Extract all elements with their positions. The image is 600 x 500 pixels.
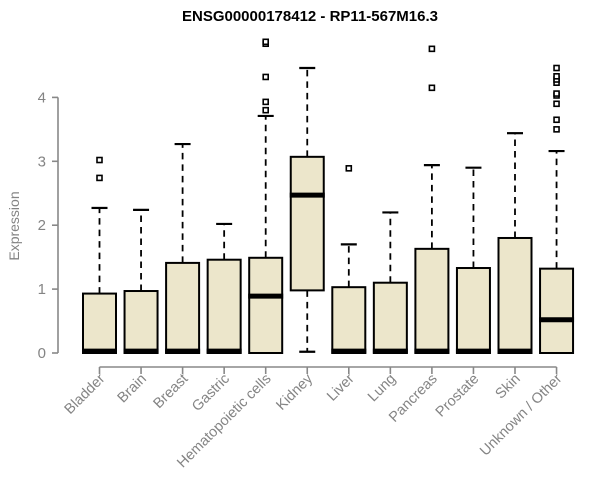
box-lung [372, 281, 408, 354]
y-tick-label: 3 [38, 153, 46, 170]
outlier-point-pancreas [428, 84, 436, 92]
box-unknown-other [539, 267, 575, 355]
outlier-point-unknown-other [553, 100, 560, 108]
outlier-point-liver [345, 165, 353, 172]
outlier-point-unknown-other [553, 90, 560, 97]
box-gastric [206, 258, 242, 354]
y-tick-label: 0 [38, 345, 46, 362]
x-category-label-brain: Brain [115, 371, 150, 406]
outlier-point-hematopoietic-cells [262, 106, 270, 114]
outlier-point-hematopoietic-cells [262, 98, 270, 106]
y-tick-label: 4 [38, 89, 46, 106]
x-category-label-bladder: Bladder [62, 371, 109, 418]
outlier-point-unknown-other [553, 116, 560, 124]
x-category-label-kidney: Kidney [273, 370, 316, 413]
box-bladder [82, 292, 117, 354]
outlier-point-unknown-other [553, 73, 560, 80]
x-category-label-liver: Liver [324, 371, 358, 405]
box-hematopoietic-cells [248, 256, 284, 354]
outlier-point-unknown-other [553, 126, 560, 133]
box-skin [497, 236, 533, 354]
outlier-point-bladder [96, 174, 103, 182]
chart-title: ENSG00000178412 - RP11-567M16.3 [181, 8, 438, 25]
box-liver [331, 286, 367, 355]
outlier-point-hematopoietic-cells [262, 38, 270, 46]
outlier-point-unknown-other [553, 64, 560, 72]
y-tick-label: 2 [38, 217, 46, 234]
outlier-point-bladder [96, 156, 103, 164]
x-category-label-breast: Breast [150, 371, 191, 412]
outlier-point-pancreas [428, 45, 436, 53]
box-prostate [455, 267, 491, 354]
x-category-label-skin: Skin [493, 371, 524, 402]
box-kidney [289, 155, 325, 292]
box-brain [123, 290, 159, 354]
outlier-point-hematopoietic-cells [262, 73, 270, 81]
x-category-label-lung: Lung [365, 371, 399, 405]
y-tick-label: 1 [38, 281, 46, 298]
box-pancreas [414, 247, 450, 354]
x-category-label-prostate: Prostate [433, 371, 482, 420]
box-breast [165, 261, 201, 354]
